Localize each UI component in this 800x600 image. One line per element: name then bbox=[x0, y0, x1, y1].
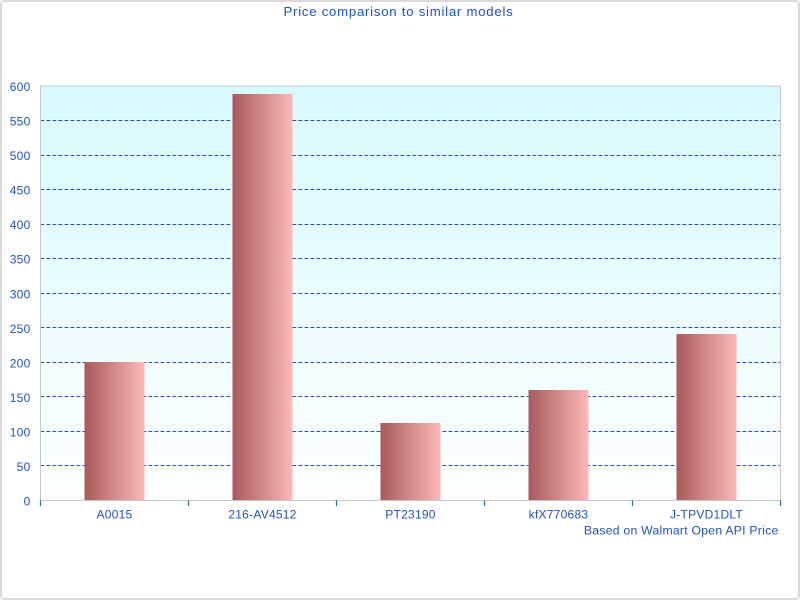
svg-text:350: 350 bbox=[10, 253, 31, 267]
svg-text:400: 400 bbox=[10, 218, 31, 232]
svg-text:Based on Walmart Open API Pric: Based on Walmart Open API Price bbox=[584, 524, 779, 538]
svg-text:PT23190: PT23190 bbox=[385, 508, 436, 522]
svg-text:0: 0 bbox=[24, 495, 31, 509]
svg-text:150: 150 bbox=[10, 391, 31, 405]
svg-text:50: 50 bbox=[17, 460, 31, 474]
svg-text:200: 200 bbox=[10, 356, 31, 370]
svg-text:250: 250 bbox=[10, 322, 31, 336]
svg-text:J-TPVD1DLT: J-TPVD1DLT bbox=[670, 508, 743, 522]
svg-text:Price comparison to similar mo: Price comparison to similar models bbox=[284, 4, 514, 19]
svg-text:100: 100 bbox=[10, 425, 31, 439]
svg-text:A0015: A0015 bbox=[97, 508, 133, 522]
svg-text:216-AV4512: 216-AV4512 bbox=[228, 508, 296, 522]
svg-text:kfX770683: kfX770683 bbox=[529, 508, 589, 522]
svg-text:300: 300 bbox=[10, 287, 31, 301]
svg-text:600: 600 bbox=[10, 80, 31, 94]
svg-text:500: 500 bbox=[10, 149, 31, 163]
svg-text:450: 450 bbox=[10, 184, 31, 198]
svg-text:550: 550 bbox=[10, 115, 31, 129]
